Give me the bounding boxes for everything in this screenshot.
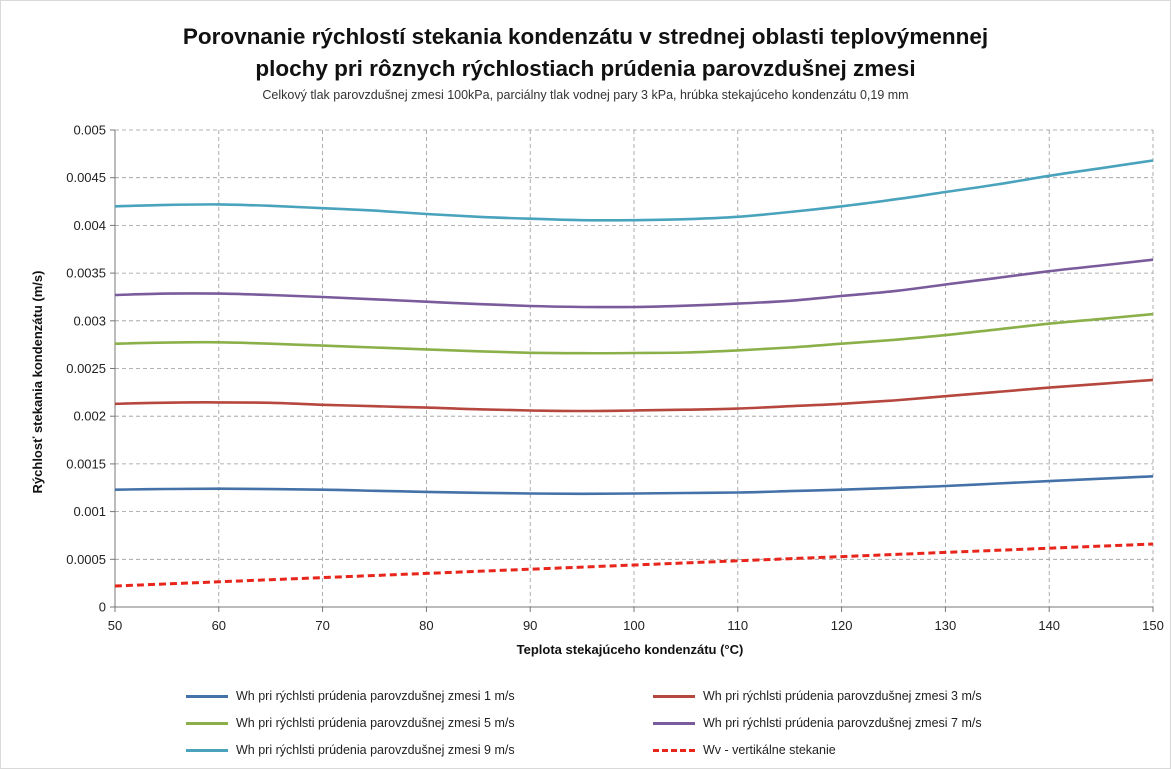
- x-tick-label: 90: [523, 618, 537, 633]
- legend-swatch: [653, 694, 695, 698]
- legend-item-6: Wv - vertikálne stekanie: [653, 741, 836, 759]
- x-tick-label: 80: [419, 618, 433, 633]
- x-tick-label: 100: [623, 618, 645, 633]
- x-axis-label: Teplota stekajúceho kondenzátu (°C): [517, 642, 744, 657]
- y-tick-label: 0.0045: [66, 170, 106, 185]
- legend-item-1: Wh pri rýchlsti prúdenia parovzdušnej zm…: [186, 687, 515, 705]
- x-tick-label: 140: [1038, 618, 1060, 633]
- series-line-6: [114, 542, 1154, 588]
- x-tick-label: 60: [212, 618, 226, 633]
- legend-swatch: [186, 694, 228, 698]
- y-tick-labels: 0 0.0005 0.001 0.0015 0.002 0.0025 0.003 0.0035…: [66, 123, 106, 615]
- legend-label: Wh pri rýchlsti prúdenia parovzdušnej zm…: [236, 689, 515, 703]
- series-line-1: [114, 475, 1154, 496]
- line-chart: 50 60 70 80 90 100 110 120 130 140 150 0 0.0005 0.00…: [30, 123, 1164, 658]
- y-tick-label: 0.0025: [66, 361, 106, 376]
- x-tick-label: 130: [935, 618, 957, 633]
- chart-subtitle: Celkový tlak parovzdušnej zmesi 100kPa, …: [262, 88, 909, 102]
- legend-item-5: Wh pri rýchlsti prúdenia parovzdušnej zm…: [186, 741, 515, 759]
- x-tick-labels: 50 60 70 80 90 100 110 120 130 140 150: [108, 618, 1164, 633]
- legend-swatch: [186, 748, 228, 752]
- legend-item-2: Wh pri rýchlsti prúdenia parovzdušnej zm…: [653, 687, 982, 705]
- legend-label: Wh pri rýchlsti prúdenia parovzdušnej zm…: [236, 716, 515, 730]
- chart-title-line-1: Porovnanie rýchlostí stekania kondenzátu…: [182, 24, 989, 49]
- y-tick-label: 0.005: [73, 123, 106, 138]
- series-line-3: [114, 312, 1154, 355]
- y-tick-label: 0.001: [73, 504, 106, 519]
- chart-title-line-2: plochy pri rôznych rýchlostiach prúdenia…: [255, 56, 916, 81]
- series-line-4: [114, 258, 1154, 309]
- y-tick-label: 0: [99, 600, 106, 615]
- legend-item-4: Wh pri rýchlsti prúdenia parovzdušnej zm…: [653, 714, 982, 732]
- x-tick-label: 70: [315, 618, 329, 633]
- y-tick-label: 0.002: [73, 409, 106, 424]
- legend-label: Wv - vertikálne stekanie: [703, 743, 836, 757]
- y-tick-label: 0.004: [73, 218, 106, 233]
- legend-swatch: [653, 748, 695, 752]
- x-tick-label: 120: [831, 618, 853, 633]
- x-tick-label: 50: [108, 618, 122, 633]
- series-line-2: [114, 378, 1154, 413]
- y-tick-label: 0.0035: [66, 266, 106, 281]
- legend-label: Wh pri rýchlsti prúdenia parovzdušnej zm…: [703, 716, 982, 730]
- legend-label: Wh pri rýchlsti prúdenia parovzdušnej zm…: [236, 743, 515, 757]
- legend-item-3: Wh pri rýchlsti prúdenia parovzdušnej zm…: [186, 714, 515, 732]
- axes: [110, 129, 1154, 612]
- y-axis-label: Rýchlosť stekania kondenzátu (m/s): [30, 271, 45, 494]
- legend-label: Wh pri rýchlsti prúdenia parovzdušnej zm…: [703, 689, 982, 703]
- grid-lines: [115, 129, 1154, 607]
- legend-swatch: [653, 721, 695, 725]
- x-tick-label: 150: [1142, 618, 1164, 633]
- series-line-5: [114, 159, 1154, 222]
- y-tick-label: 0.0015: [66, 456, 106, 471]
- series-layer: [114, 159, 1154, 588]
- x-tick-label: 110: [727, 618, 748, 633]
- legend-swatch: [186, 721, 228, 725]
- chart-legend: Wh pri rýchlsti prúdenia parovzdušnej zm…: [186, 684, 982, 766]
- y-tick-label: 0.0005: [66, 552, 106, 567]
- y-tick-label: 0.003: [73, 313, 106, 328]
